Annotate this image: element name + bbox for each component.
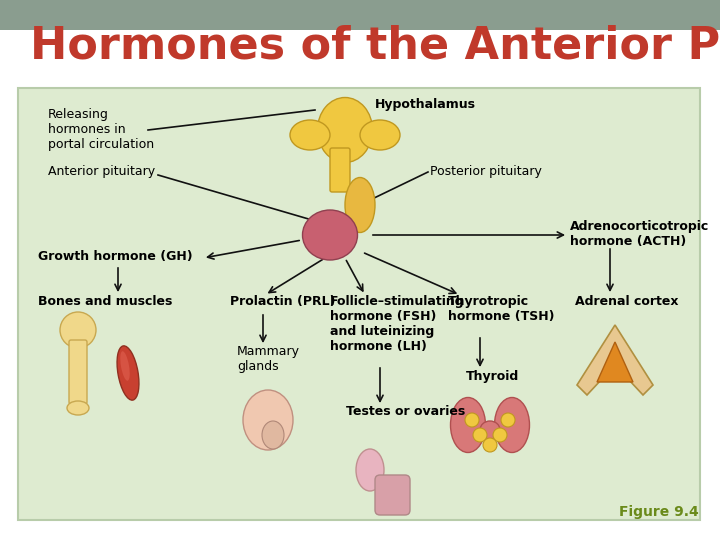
Circle shape	[465, 413, 479, 427]
Text: Posterior pituitary: Posterior pituitary	[430, 165, 542, 178]
Ellipse shape	[290, 120, 330, 150]
Ellipse shape	[480, 421, 500, 439]
Text: Anterior pituitary: Anterior pituitary	[48, 165, 155, 178]
Polygon shape	[577, 325, 653, 395]
Circle shape	[60, 312, 96, 348]
Bar	[18, 88, 700, 520]
Polygon shape	[597, 342, 633, 382]
Text: Mammary
glands: Mammary glands	[237, 345, 300, 373]
Ellipse shape	[243, 390, 293, 450]
FancyBboxPatch shape	[330, 148, 350, 192]
Text: Adrenocorticotropic
hormone (ACTH): Adrenocorticotropic hormone (ACTH)	[570, 220, 709, 248]
Circle shape	[483, 438, 497, 452]
Ellipse shape	[451, 397, 485, 453]
Ellipse shape	[318, 98, 372, 163]
Ellipse shape	[302, 210, 358, 260]
Text: Hormones of the Anterior Pituitary: Hormones of the Anterior Pituitary	[30, 25, 720, 68]
Ellipse shape	[262, 421, 284, 449]
FancyBboxPatch shape	[69, 340, 87, 404]
Text: Adrenal cortex: Adrenal cortex	[575, 295, 678, 308]
Ellipse shape	[356, 449, 384, 491]
Ellipse shape	[120, 351, 130, 381]
Ellipse shape	[117, 346, 139, 400]
Ellipse shape	[360, 120, 400, 150]
Bar	[0, 0, 720, 30]
Text: Hypothalamus: Hypothalamus	[375, 98, 476, 111]
Text: Figure 9.4: Figure 9.4	[619, 505, 698, 519]
Text: Releasing
hormones in
portal circulation: Releasing hormones in portal circulation	[48, 108, 154, 151]
Ellipse shape	[495, 397, 529, 453]
Text: Bones and muscles: Bones and muscles	[38, 295, 172, 308]
Text: Testes or ovaries: Testes or ovaries	[346, 405, 465, 418]
Text: Thyroid: Thyroid	[466, 370, 519, 383]
Text: Growth hormone (GH): Growth hormone (GH)	[38, 250, 193, 263]
Text: Follicle–stimulating
hormone (FSH)
and luteinizing
hormone (LH): Follicle–stimulating hormone (FSH) and l…	[330, 295, 464, 353]
Text: Prolactin (PRL): Prolactin (PRL)	[230, 295, 336, 308]
Text: Thyrotropic
hormone (TSH): Thyrotropic hormone (TSH)	[448, 295, 554, 323]
Circle shape	[501, 413, 515, 427]
Circle shape	[473, 428, 487, 442]
Ellipse shape	[345, 178, 375, 233]
Ellipse shape	[67, 401, 89, 415]
Circle shape	[493, 428, 507, 442]
FancyBboxPatch shape	[375, 475, 410, 515]
